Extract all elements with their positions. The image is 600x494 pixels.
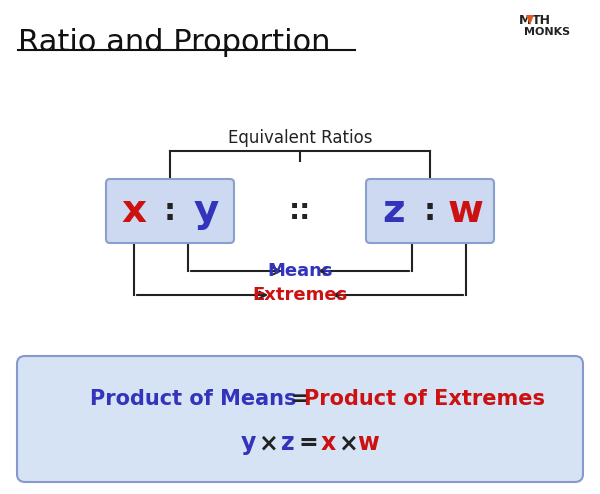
Text: w: w	[448, 192, 484, 230]
Text: z: z	[281, 431, 295, 455]
Text: ×: ×	[258, 431, 278, 455]
Text: y: y	[193, 192, 218, 230]
Text: ×: ×	[338, 431, 358, 455]
Text: M: M	[519, 14, 532, 27]
Text: =: =	[291, 389, 309, 409]
Text: y: y	[241, 431, 256, 455]
Text: Product of Extremes: Product of Extremes	[304, 389, 545, 409]
Text: TH: TH	[532, 14, 551, 27]
FancyBboxPatch shape	[106, 179, 234, 243]
Text: =: =	[298, 431, 318, 455]
Text: w: w	[357, 431, 379, 455]
Polygon shape	[526, 15, 534, 25]
Text: Equivalent Ratios: Equivalent Ratios	[228, 129, 372, 147]
Text: z: z	[383, 192, 406, 230]
Text: MONKS: MONKS	[524, 27, 570, 37]
Text: Means: Means	[267, 262, 333, 280]
Text: ::: ::	[289, 197, 311, 225]
FancyBboxPatch shape	[17, 356, 583, 482]
Text: x: x	[121, 192, 146, 230]
Text: :: :	[164, 197, 176, 225]
Text: Extremes: Extremes	[253, 286, 347, 304]
Text: x: x	[320, 431, 335, 455]
Text: Product of Means: Product of Means	[89, 389, 296, 409]
Text: Ratio and Proportion: Ratio and Proportion	[18, 28, 331, 57]
FancyBboxPatch shape	[366, 179, 494, 243]
Text: :: :	[424, 197, 436, 225]
